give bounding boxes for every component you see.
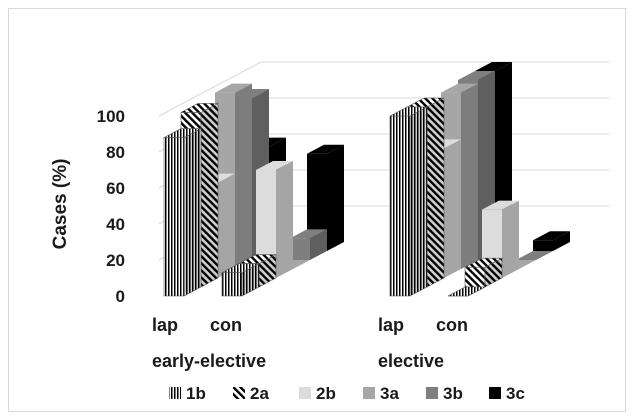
legend-swatch (489, 387, 501, 399)
bar-top (447, 286, 486, 297)
gridline-side (158, 61, 262, 117)
y-axis-label: Cases (%) (50, 159, 71, 250)
legend-swatch (363, 387, 375, 399)
chart-frame: 0 20 40 60 80 100 Cases (%) lap con early-electiv… (8, 8, 626, 412)
bars (163, 62, 570, 297)
bar-side (218, 173, 235, 278)
bar-top (163, 128, 202, 138)
bar-top (482, 200, 519, 210)
x-subcategory-label: con (210, 315, 242, 335)
legend-swatch (426, 387, 438, 399)
x-subcategory-label: lap (152, 315, 178, 335)
bar-top (533, 231, 570, 241)
legend-item-2a: 2a (233, 384, 269, 403)
bar-top (307, 144, 344, 154)
x-group-label: early-elective (152, 351, 266, 371)
bar-top (458, 71, 495, 80)
bar-front (221, 272, 243, 297)
bar-elective-con-2a (464, 257, 503, 288)
legend-swatch (299, 387, 311, 399)
bar-top (290, 229, 327, 239)
legend-item-3c: 3c (489, 384, 525, 403)
y-tick-label: 40 (106, 215, 125, 234)
legend-item-3a: 3a (363, 384, 399, 403)
bar-top (256, 161, 293, 170)
bar-early-elective-con-1b (221, 263, 260, 297)
bar-early-elective-con-3b (290, 229, 327, 260)
bar-side (502, 200, 519, 278)
axis-labels: 0 20 40 60 80 100 Cases (%) lap con early-electiv… (50, 107, 468, 371)
bar-side (553, 231, 570, 251)
bar-top (389, 106, 428, 117)
y-tick-label: 100 (97, 107, 125, 126)
y-tick-label: 20 (106, 251, 125, 270)
bar-side (310, 229, 327, 260)
legend-label: 1b (186, 384, 206, 403)
x-group-label: elective (378, 351, 444, 371)
bar-side (327, 144, 344, 251)
legend-swatch (169, 387, 181, 399)
legend-label: 3a (380, 384, 399, 403)
bar-elective-con-1b (447, 286, 486, 297)
bar-front (389, 115, 411, 297)
x-subcategory-label: lap (378, 315, 404, 335)
bar-side (461, 83, 478, 269)
legend-label: 2b (316, 384, 336, 403)
y-tick-label: 0 (116, 287, 125, 306)
bar-side (276, 161, 293, 278)
legend-label: 2a (250, 384, 269, 403)
bar-top (180, 103, 219, 113)
bar-front (290, 238, 310, 260)
bar-top (221, 263, 260, 273)
bar-front (163, 137, 185, 297)
y-tick-label: 60 (106, 179, 125, 198)
bar-elective-con-3c (533, 231, 570, 251)
legend-label: 3c (506, 384, 525, 403)
y-tick-label: 80 (106, 143, 125, 162)
bar-top (475, 62, 512, 71)
bar-side (200, 102, 219, 288)
legend-swatch (233, 387, 245, 399)
bar-front (533, 240, 553, 251)
bar-top (215, 83, 252, 93)
legend-label: 3b (443, 384, 463, 403)
bar-early-elective-con-2b (256, 161, 293, 278)
bar-top (516, 251, 553, 260)
legend-item-3b: 3b (426, 384, 463, 403)
bar-early-elective-lap-1b (163, 128, 202, 297)
legend-item-2b: 2b (299, 384, 336, 403)
bar-top (441, 83, 478, 93)
bar-side (183, 128, 202, 297)
chart-svg: 0 20 40 60 80 100 Cases (%) lap con early-electiv… (50, 61, 609, 403)
bar-front (307, 153, 327, 251)
bar-front (464, 266, 486, 288)
bar-side (235, 83, 252, 269)
legend: 1b 2a 2b 3a 3b 3c (169, 384, 525, 403)
bar-front (256, 170, 276, 278)
legend-item-1b: 1b (169, 384, 206, 403)
bar-early-elective-con-3c (307, 144, 344, 251)
bar-elective-con-3b (516, 251, 553, 260)
bar-side (426, 97, 445, 288)
bar-side (409, 106, 428, 297)
bar-top (464, 257, 503, 268)
bar-side (444, 139, 461, 278)
x-subcategory-label: con (436, 315, 468, 335)
bar-elective-lap-1b (389, 106, 428, 297)
